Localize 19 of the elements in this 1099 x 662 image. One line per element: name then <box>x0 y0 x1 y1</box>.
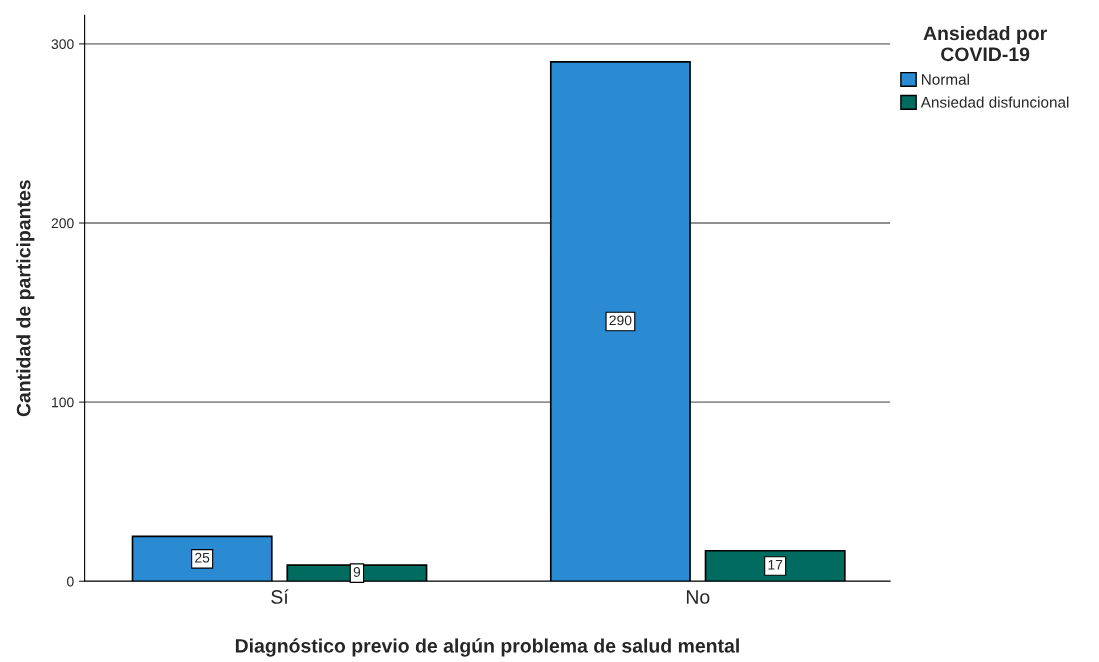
y-tick-label: 100 <box>52 397 74 408</box>
y-tick-label: 300 <box>51 39 74 50</box>
data-label: 290 <box>609 315 632 326</box>
y-axis-title: Cantidad de participantes <box>16 180 35 417</box>
y-tick-label: 0 <box>67 576 74 587</box>
x-axis-title: Diagnóstico previo de algún problema de salud mental <box>235 638 739 657</box>
legend-title: Ansiedad por COVID-19 <box>923 25 1047 62</box>
data-label: 17 <box>768 560 783 570</box>
y-tick-label: 200 <box>51 218 74 229</box>
x-tick-label: No <box>686 590 710 604</box>
data-label: 9 <box>353 567 361 577</box>
bar <box>286 564 428 582</box>
bar <box>549 60 691 582</box>
legend-label: Ansiedad disfuncional <box>920 96 1069 108</box>
data-label: 25 <box>195 552 210 563</box>
x-tick-label: Sí <box>271 589 289 604</box>
legend-label: Normal <box>922 73 969 85</box>
bar <box>131 535 273 582</box>
bar <box>704 549 846 582</box>
